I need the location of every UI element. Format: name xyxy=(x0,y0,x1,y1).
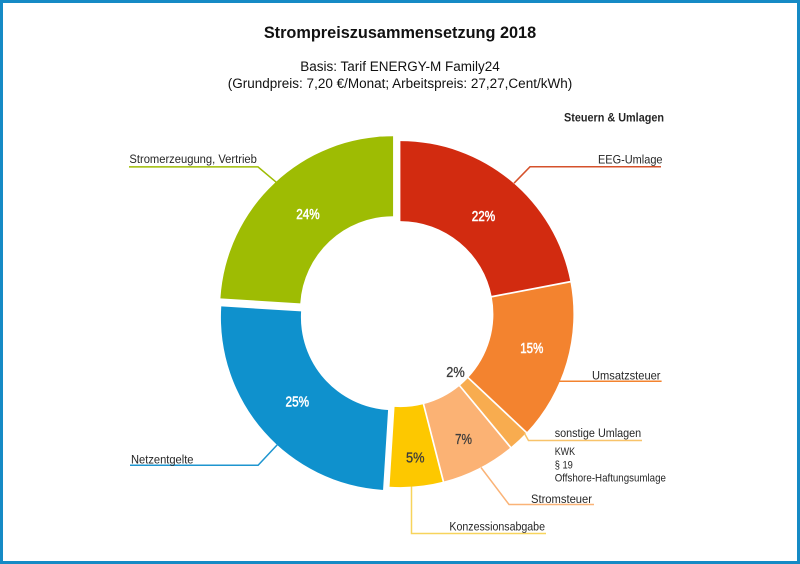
svg-text:24%: 24% xyxy=(296,206,320,223)
svg-text:5%: 5% xyxy=(406,449,425,466)
svg-text:Konzessionsabgabe: Konzessionsabgabe xyxy=(449,520,545,534)
svg-text:sonstige Umlagen: sonstige Umlagen xyxy=(555,426,642,440)
svg-text:25%: 25% xyxy=(286,394,310,411)
svg-text:Offshore-Haftungsumlage: Offshore-Haftungsumlage xyxy=(555,473,666,485)
svg-text:KWK: KWK xyxy=(555,446,576,458)
svg-text:§ 19: § 19 xyxy=(555,459,573,471)
svg-text:Stromsteuer: Stromsteuer xyxy=(531,492,592,506)
svg-text:Stromerzeugung, Vertrieb: Stromerzeugung, Vertrieb xyxy=(129,152,257,166)
svg-text:Steuern & Umlagen: Steuern & Umlagen xyxy=(564,111,664,125)
svg-text:15%: 15% xyxy=(520,340,543,357)
svg-text:2%: 2% xyxy=(446,364,465,381)
svg-text:EEG-Umlage: EEG-Umlage xyxy=(598,152,663,166)
svg-text:Umsatzsteuer: Umsatzsteuer xyxy=(592,369,661,383)
svg-text:22%: 22% xyxy=(472,208,496,225)
svg-text:Netzentgelte: Netzentgelte xyxy=(131,452,194,466)
svg-text:7%: 7% xyxy=(455,431,472,448)
